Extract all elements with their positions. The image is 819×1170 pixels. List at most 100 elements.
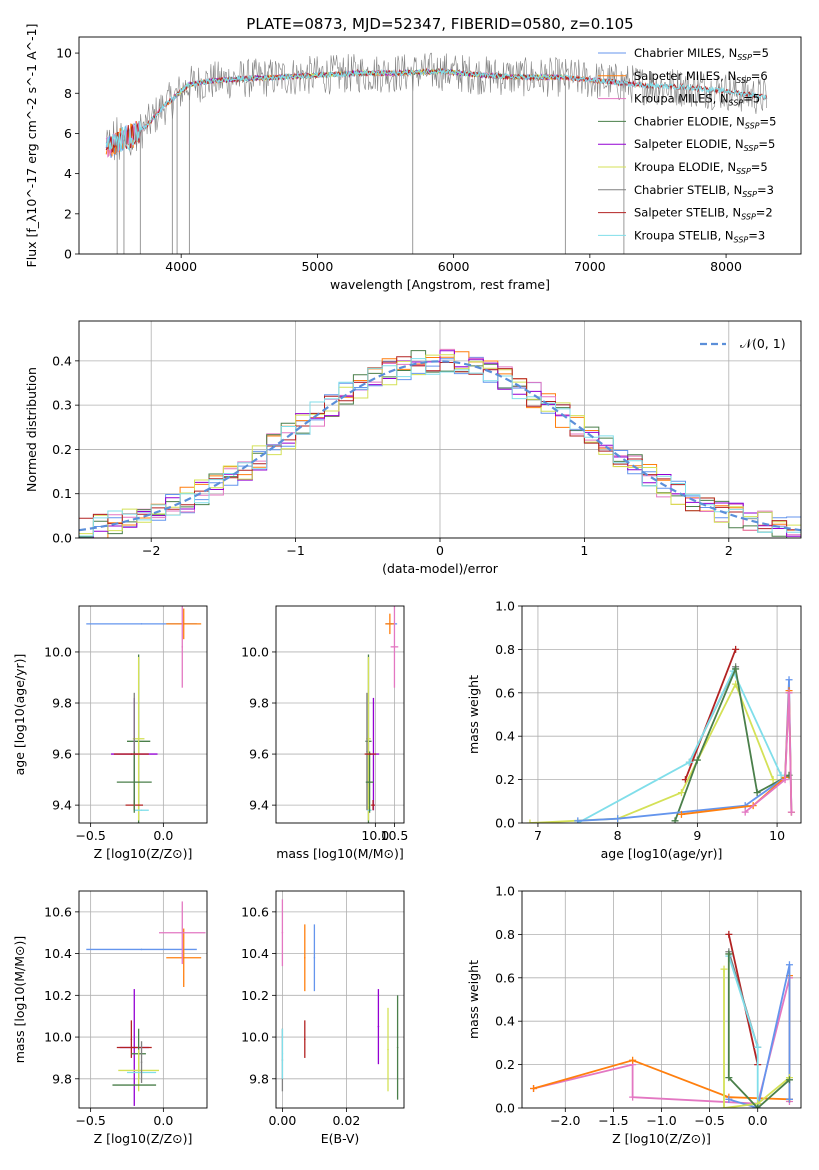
weight-line-kroupa_stelib: [577, 668, 782, 823]
y-axis-label: Flux [f_λ10^-17 erg cm^-2 s^-1 A^-1]: [24, 24, 39, 268]
data-point: [133, 781, 136, 783]
x-axis-label: Z [log10(Z/Z⊙)]: [94, 1131, 193, 1146]
data-point: [140, 948, 143, 951]
data-point: [137, 737, 140, 740]
weight-marker: [741, 808, 749, 816]
y-axis-label: age [log10(age/yr)]: [12, 654, 27, 776]
x-tick-label: −1.5: [598, 1113, 628, 1128]
legend-entry: Kroupa STELIB, NSSP=3: [634, 228, 765, 244]
weight-marker: [629, 1093, 637, 1101]
legend-entry: Salpeter STELIB, NSSP=2: [634, 206, 773, 222]
y-tick-label: 9.4: [249, 798, 269, 813]
x-tick-label: 1: [580, 543, 588, 558]
axes-frame: [78, 320, 802, 539]
axes-frame: [78, 605, 208, 824]
x-tick-label: 0: [436, 543, 444, 558]
x-tick-label: 0.0: [748, 1113, 768, 1128]
plot-area-mass_vs_Z: [79, 891, 207, 1108]
histogram-kroupa_stelib: [79, 358, 801, 537]
y-tick-label: 10.0: [241, 644, 269, 659]
y-tick-label: 0: [64, 247, 72, 262]
y-tick-label: 8: [64, 86, 72, 101]
axes-weight_vs_Z: −2.0 −1.5 −1.0 −0.5 0.0 0.0 0.2 0.4 0.6 0.8 1.0 Z […: [466, 884, 802, 1146]
y-tick-label: 10.0: [44, 1030, 72, 1045]
y-tick-label: 10.2: [44, 988, 72, 1003]
legend-entry: Salpeter MILES, NSSP=6: [634, 69, 768, 85]
data-point: [393, 646, 396, 648]
weight-marker: [720, 1104, 728, 1108]
data-point: [281, 1052, 284, 1055]
x-tick-label: −2: [142, 543, 160, 558]
x-tick-label: 9: [693, 828, 701, 843]
weight-marker: [732, 665, 740, 673]
weight-marker: [574, 817, 582, 823]
data-point: [387, 1048, 389, 1051]
weight-marker: [693, 756, 701, 764]
weight-marker: [725, 1074, 733, 1082]
y-tick-label: 9.8: [249, 696, 269, 711]
data-point: [130, 753, 133, 755]
y-tick-label: 0.3: [52, 398, 72, 413]
x-tick-label: 0.02: [332, 1113, 360, 1128]
weight-marker: [785, 961, 793, 969]
legend-entry: Chabrier ELODIE, NSSP=5: [634, 114, 776, 130]
plot-area-age_vs_Z: [79, 606, 207, 823]
weight-line-kroupa_elodie: [529, 681, 774, 823]
data-point: [281, 931, 284, 934]
x-axis-label: age [log10(age/yr)]: [601, 846, 723, 861]
plot-area-age_vs_mass: [276, 606, 404, 823]
y-axis-label: mass weight: [466, 675, 481, 754]
weight-line-kroupa_miles: [744, 692, 793, 813]
y-tick-label: 0.8: [495, 927, 515, 942]
axes-frame: [521, 890, 802, 1109]
axes-frame: [275, 605, 405, 824]
y-tick-label: 9.6: [52, 747, 72, 762]
data-point: [137, 1069, 140, 1072]
x-tick-label: 10.5: [381, 828, 409, 843]
data-point: [372, 804, 374, 806]
y-tick-label: 10.0: [241, 1030, 269, 1045]
data-point: [182, 956, 185, 959]
axes-mass_vs_ebv: 0.00 0.02 9.8 10.0 10.2 10.4 10.6 E(B-V): [241, 890, 405, 1146]
y-tick-label: 10.2: [241, 988, 269, 1003]
weight-line-chabrier_miles: [728, 964, 791, 1108]
weight-marker: [787, 808, 795, 816]
weight-marker: [732, 645, 740, 653]
data-point: [140, 1061, 143, 1063]
weight-marker: [725, 1095, 733, 1103]
weight-line-salpeter_miles: [681, 690, 793, 816]
y-tick-label: 0.4: [52, 353, 72, 368]
weight-marker: [677, 810, 685, 818]
weight-marker: [677, 789, 685, 797]
weight-line-salpeter_stelib: [684, 649, 737, 780]
weight-marker: [526, 819, 534, 823]
weight-line-chabrier_elodie: [727, 953, 791, 1108]
weight-marker: [754, 1043, 762, 1051]
data-point: [367, 737, 370, 740]
y-tick-label: 0.0: [495, 816, 515, 831]
data-point: [313, 956, 316, 959]
x-axis-label: Z [log10(Z/Z⊙)]: [612, 1131, 711, 1146]
data-point: [368, 781, 371, 783]
data-point: [369, 753, 372, 755]
histogram-salpeter_elodie: [79, 350, 801, 538]
y-tick-label: 0.0: [52, 531, 72, 546]
weight-marker: [753, 789, 761, 797]
weight-marker: [781, 776, 789, 784]
y-tick-label: 10: [56, 46, 72, 61]
x-tick-label: −0.5: [75, 1113, 105, 1128]
y-tick-label: 0.2: [495, 1057, 515, 1072]
y-tick-label: 0.4: [495, 1014, 515, 1029]
data-point: [304, 1038, 306, 1040]
plot-area-weight_vs_Z: [522, 891, 801, 1108]
weight-line-kroupa_stelib: [727, 955, 759, 1108]
x-tick-label: 8: [614, 828, 622, 843]
x-tick-label: −0.5: [75, 828, 105, 843]
axes-frame: [78, 36, 802, 255]
y-axis-label: Normed distribution: [24, 367, 39, 492]
plot-area-residuals: [79, 321, 801, 538]
histogram-salpeter_stelib: [79, 356, 801, 531]
weight-marker: [769, 776, 777, 784]
data-point: [181, 646, 184, 648]
y-tick-label: 10.0: [44, 644, 72, 659]
